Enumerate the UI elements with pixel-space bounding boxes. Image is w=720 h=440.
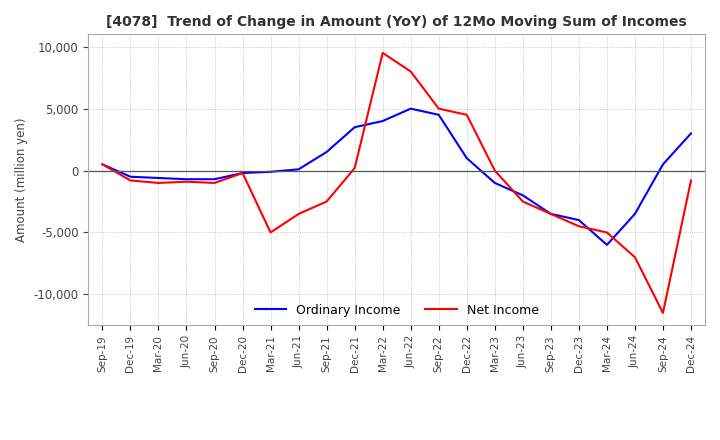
Ordinary Income [238, 170, 247, 176]
Title: [4078]  Trend of Change in Amount (YoY) of 12Mo Moving Sum of Incomes: [4078] Trend of Change in Amount (YoY) o… [107, 15, 687, 29]
Net Income [154, 180, 163, 186]
Net Income [406, 69, 415, 74]
Ordinary Income [603, 242, 611, 247]
Net Income [546, 211, 555, 216]
Ordinary Income [98, 162, 107, 167]
Ordinary Income [687, 131, 696, 136]
Net Income [603, 230, 611, 235]
Ordinary Income [546, 211, 555, 216]
Ordinary Income [631, 211, 639, 216]
Ordinary Income [266, 169, 275, 174]
Net Income [659, 310, 667, 315]
Legend: Ordinary Income, Net Income: Ordinary Income, Net Income [250, 299, 544, 322]
Ordinary Income [182, 176, 191, 182]
Ordinary Income [518, 193, 527, 198]
Ordinary Income [575, 217, 583, 223]
Y-axis label: Amount (million yen): Amount (million yen) [15, 117, 28, 242]
Net Income [210, 180, 219, 186]
Net Income [238, 170, 247, 176]
Ordinary Income [154, 176, 163, 181]
Ordinary Income [379, 118, 387, 124]
Ordinary Income [462, 155, 471, 161]
Net Income [687, 178, 696, 183]
Line: Ordinary Income: Ordinary Income [102, 109, 691, 245]
Net Income [126, 178, 135, 183]
Ordinary Income [126, 174, 135, 180]
Net Income [294, 211, 303, 216]
Net Income [98, 162, 107, 167]
Net Income [490, 168, 499, 173]
Net Income [631, 255, 639, 260]
Net Income [182, 179, 191, 184]
Ordinary Income [434, 112, 443, 117]
Net Income [351, 165, 359, 171]
Net Income [575, 224, 583, 229]
Ordinary Income [294, 167, 303, 172]
Net Income [434, 106, 443, 111]
Ordinary Income [490, 180, 499, 186]
Net Income [379, 50, 387, 55]
Ordinary Income [323, 149, 331, 154]
Net Income [266, 230, 275, 235]
Ordinary Income [659, 162, 667, 167]
Ordinary Income [351, 125, 359, 130]
Net Income [462, 112, 471, 117]
Ordinary Income [210, 176, 219, 182]
Ordinary Income [406, 106, 415, 111]
Net Income [518, 199, 527, 204]
Line: Net Income: Net Income [102, 53, 691, 313]
Net Income [323, 199, 331, 204]
